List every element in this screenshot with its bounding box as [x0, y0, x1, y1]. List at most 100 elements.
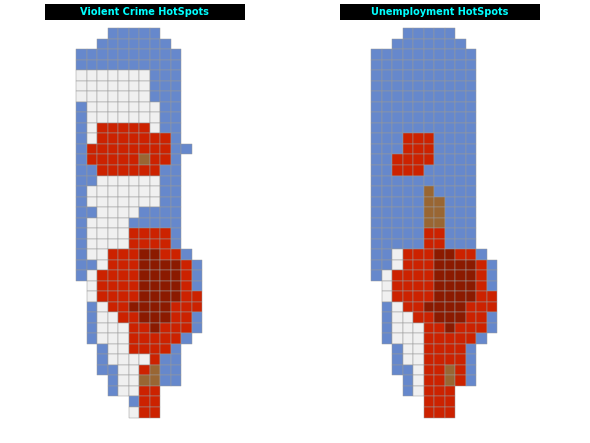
Bar	[466, 323, 476, 334]
Bar	[413, 291, 424, 302]
Bar	[129, 228, 139, 239]
Bar	[455, 228, 466, 239]
Bar	[392, 323, 403, 334]
Bar	[371, 113, 382, 123]
Bar	[413, 91, 424, 102]
Bar	[371, 239, 382, 249]
Bar	[487, 302, 497, 312]
Bar	[371, 81, 382, 91]
Bar	[87, 218, 97, 228]
Bar	[97, 133, 108, 144]
Bar	[87, 102, 97, 113]
Bar	[118, 281, 129, 291]
Bar	[466, 197, 476, 207]
Bar	[108, 39, 118, 49]
Bar	[160, 91, 171, 102]
Bar	[181, 302, 192, 312]
Bar	[139, 165, 150, 175]
Bar	[434, 218, 445, 228]
Bar	[392, 218, 403, 228]
Bar	[139, 155, 150, 165]
Bar	[413, 81, 424, 91]
Bar	[87, 133, 97, 144]
Bar	[413, 260, 424, 270]
Bar	[97, 302, 108, 312]
Bar	[424, 407, 434, 417]
Bar	[371, 49, 382, 60]
Bar	[171, 354, 181, 365]
Bar	[118, 239, 129, 249]
Bar	[139, 365, 150, 376]
Bar	[108, 354, 118, 365]
Bar	[413, 239, 424, 249]
Bar	[424, 239, 434, 249]
Bar	[434, 291, 445, 302]
Bar	[160, 281, 171, 291]
Bar	[129, 144, 139, 155]
Bar	[129, 91, 139, 102]
Bar	[160, 197, 171, 207]
Bar	[118, 228, 129, 239]
Bar	[108, 260, 118, 270]
Bar	[87, 155, 97, 165]
Bar	[108, 239, 118, 249]
Bar	[129, 70, 139, 81]
Bar	[129, 291, 139, 302]
Bar	[403, 270, 413, 281]
Bar	[76, 218, 87, 228]
Bar	[160, 81, 171, 91]
Bar	[445, 218, 455, 228]
Bar	[424, 207, 434, 218]
Bar	[445, 344, 455, 354]
Bar	[455, 354, 466, 365]
Bar	[445, 260, 455, 270]
Bar	[371, 260, 382, 270]
Bar	[181, 291, 192, 302]
Bar	[76, 186, 87, 197]
Bar	[171, 60, 181, 70]
Bar	[392, 123, 403, 133]
Bar	[434, 228, 445, 239]
Bar	[118, 260, 129, 270]
Bar	[129, 49, 139, 60]
Bar	[76, 155, 87, 165]
Bar	[87, 144, 97, 155]
Bar	[150, 197, 160, 207]
Bar	[171, 155, 181, 165]
Bar	[118, 249, 129, 260]
Bar	[403, 49, 413, 60]
Bar	[392, 354, 403, 365]
Bar	[160, 39, 171, 49]
Bar	[371, 270, 382, 281]
Bar	[392, 260, 403, 270]
Bar	[118, 354, 129, 365]
Bar	[129, 165, 139, 175]
Bar	[118, 39, 129, 49]
Bar	[403, 113, 413, 123]
Bar	[139, 197, 150, 207]
Bar	[139, 144, 150, 155]
Bar	[392, 228, 403, 239]
Bar	[139, 123, 150, 133]
Bar	[403, 91, 413, 102]
Bar	[434, 165, 445, 175]
Bar	[139, 175, 150, 186]
Bar	[97, 39, 108, 49]
Bar	[403, 323, 413, 334]
Bar	[160, 165, 171, 175]
Bar	[129, 239, 139, 249]
Bar	[76, 60, 87, 70]
Bar	[382, 249, 392, 260]
Bar	[434, 70, 445, 81]
Bar	[87, 312, 97, 323]
Bar	[382, 144, 392, 155]
Bar	[434, 260, 445, 270]
Bar	[466, 334, 476, 344]
Bar	[171, 228, 181, 239]
Bar	[76, 91, 87, 102]
Bar	[455, 239, 466, 249]
Bar	[171, 102, 181, 113]
Bar	[150, 239, 160, 249]
Bar	[76, 207, 87, 218]
Bar	[150, 228, 160, 239]
